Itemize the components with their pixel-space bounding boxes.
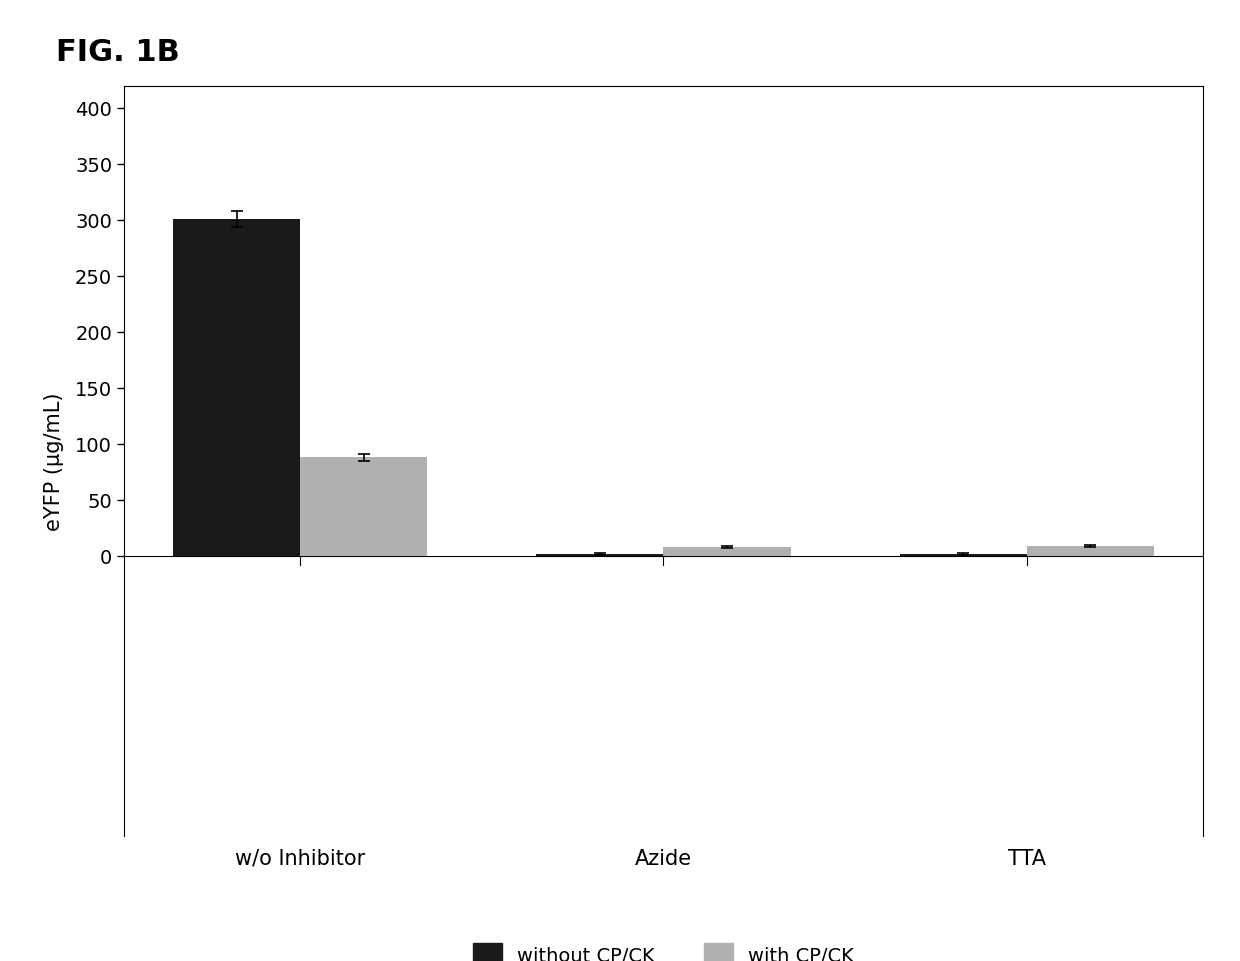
Bar [174, 220, 300, 556]
Y-axis label: eYFP (µg/mL): eYFP (µg/mL) [43, 392, 64, 530]
Text: FIG. 1B: FIG. 1B [56, 38, 180, 67]
Legend: without CP/CK, with CP/CK: without CP/CK, with CP/CK [463, 933, 864, 961]
Bar [300, 458, 428, 556]
Bar [1027, 546, 1153, 556]
Bar [663, 548, 791, 556]
Bar [536, 554, 663, 556]
Bar [899, 554, 1027, 556]
